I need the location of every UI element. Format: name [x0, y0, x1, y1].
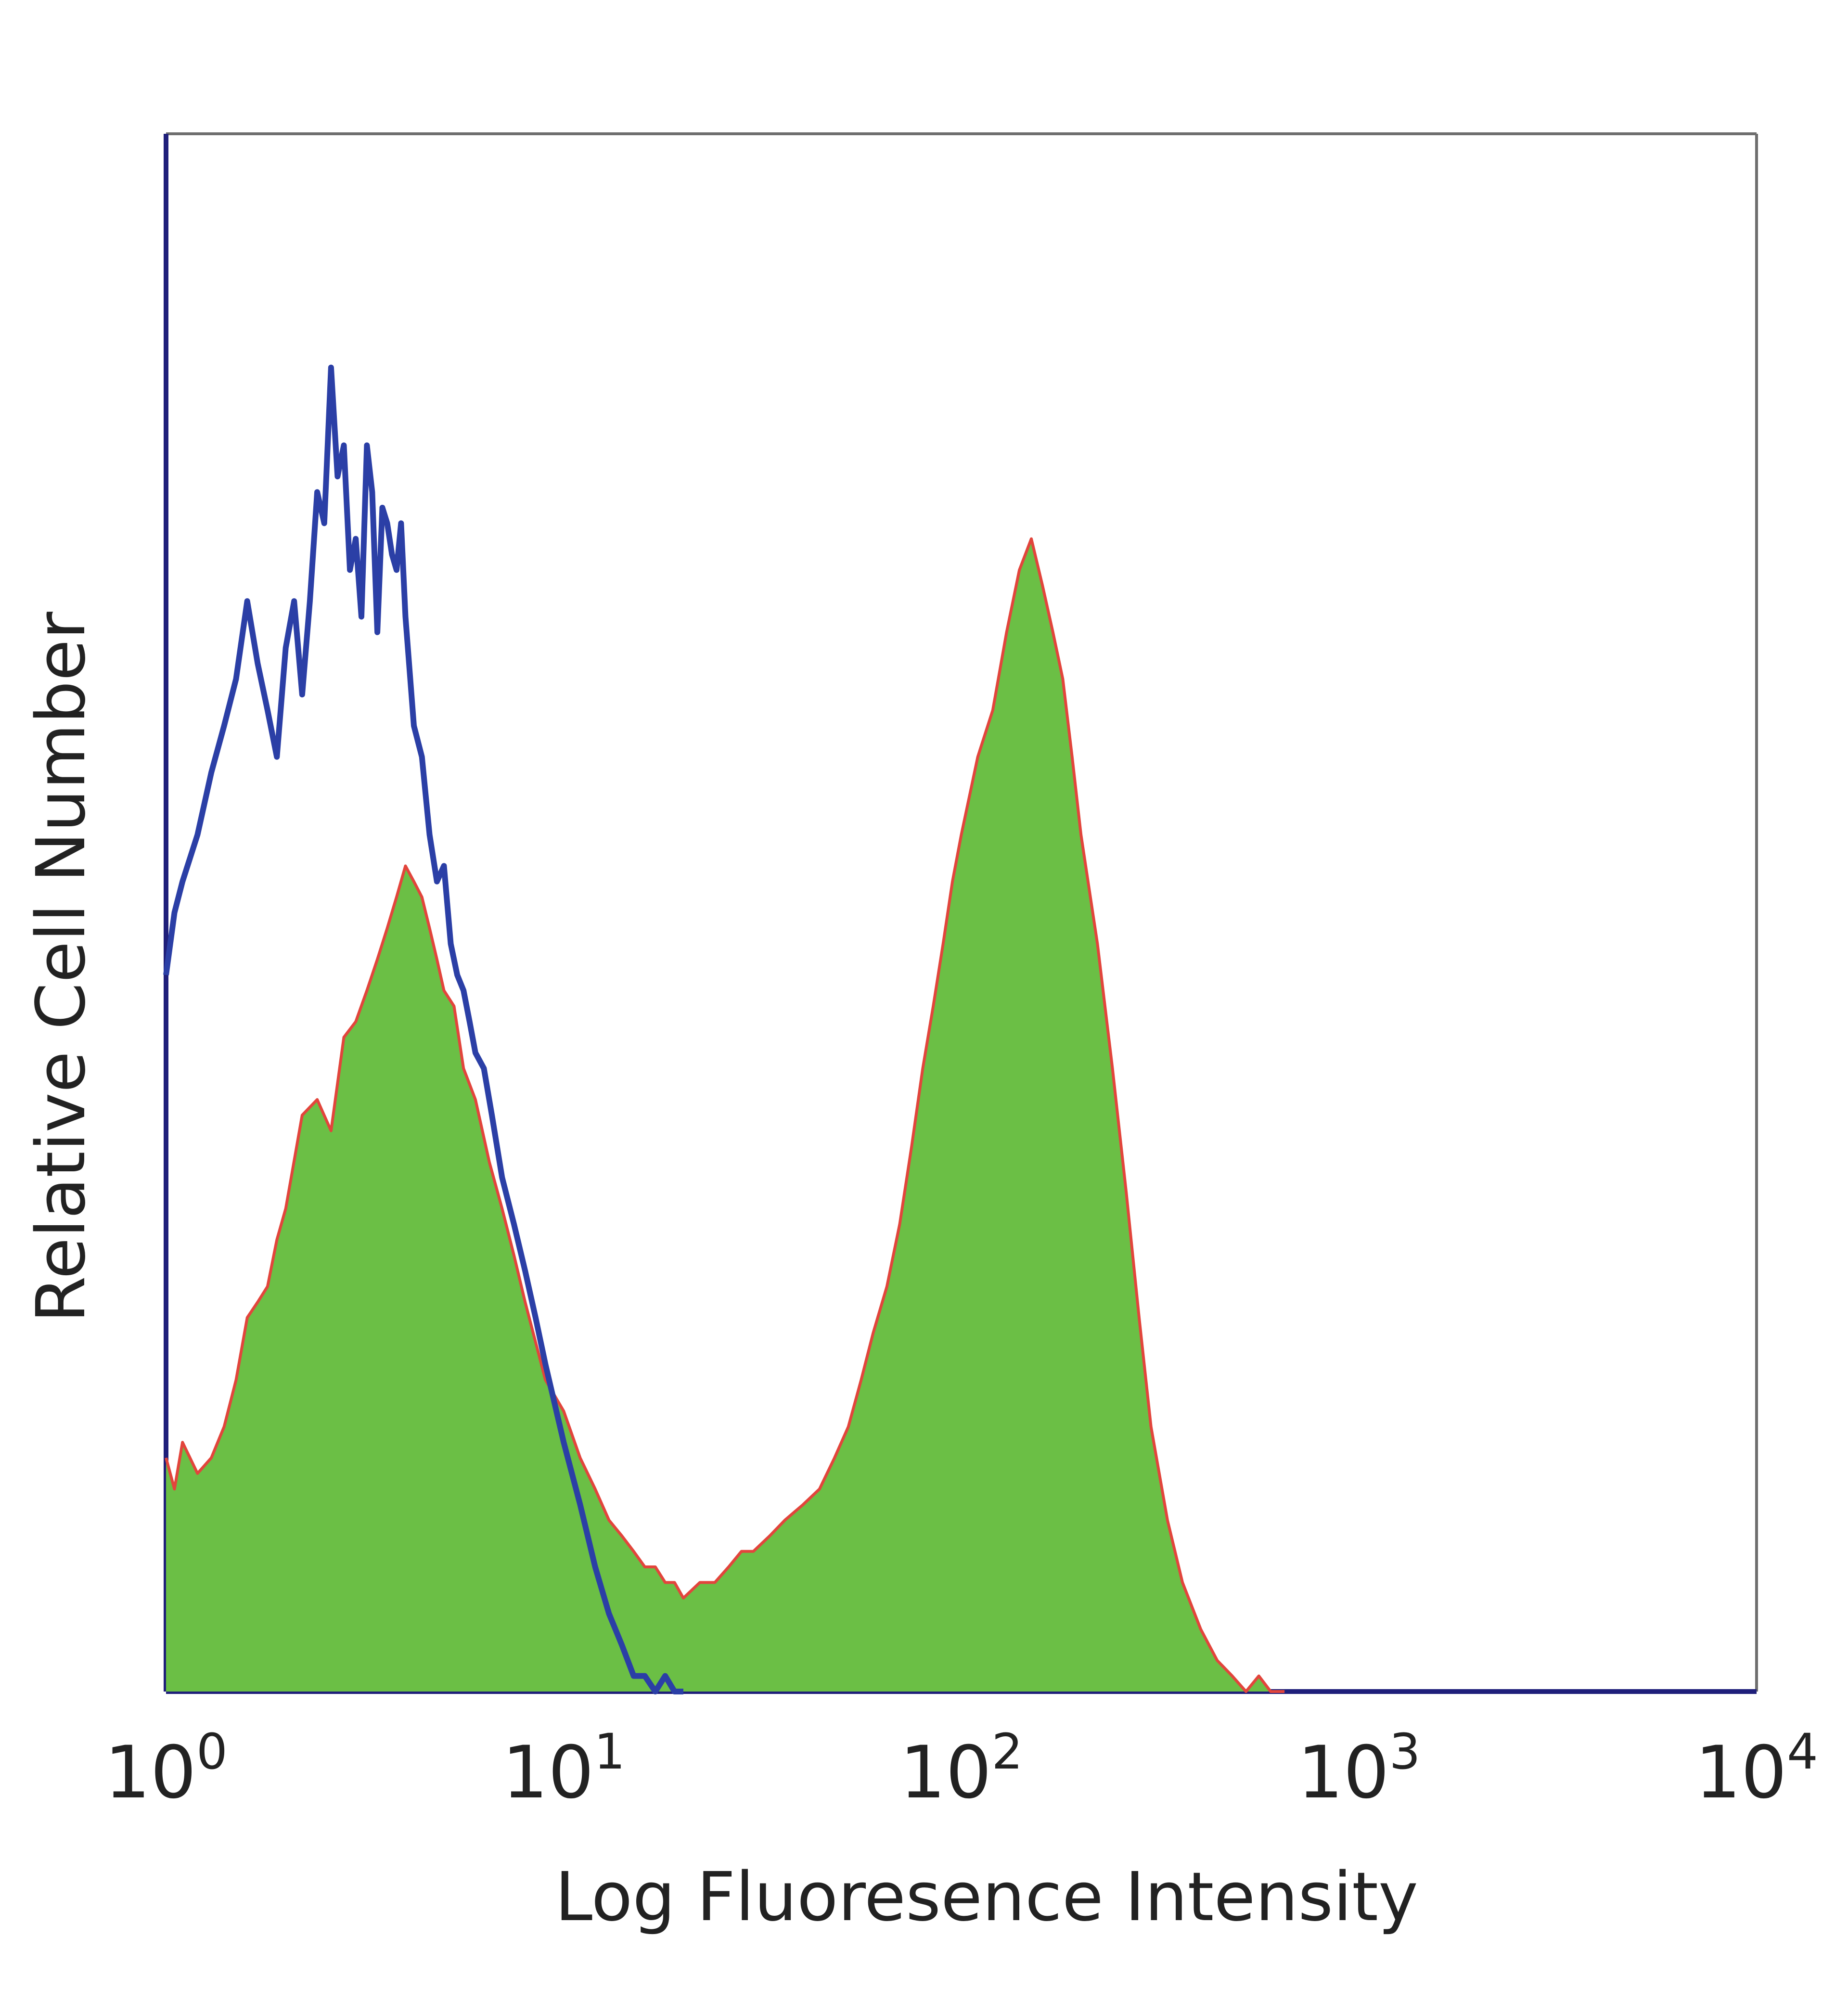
x-tick-label: 101 [502, 1723, 625, 1815]
x-tick-label: 103 [1297, 1723, 1421, 1815]
x-tick-label: 100 [104, 1723, 228, 1815]
series-outline-histogram [163, 364, 683, 1694]
filled-area-edge [165, 537, 1285, 1693]
series-layer [163, 364, 1285, 1694]
x-tick-labels: 100 101 102 103 104 [104, 1723, 1818, 1815]
x-axis-title: Log Fluoresence Intensity [555, 1858, 1418, 1936]
x-tick-label: 104 [1695, 1723, 1818, 1815]
outline-line [163, 364, 683, 1694]
y-axis-title: Relative Cell Number [22, 612, 101, 1323]
filled-area [166, 538, 1285, 1692]
x-tick-label: 102 [900, 1723, 1023, 1815]
series-filled-histogram [165, 537, 1285, 1693]
